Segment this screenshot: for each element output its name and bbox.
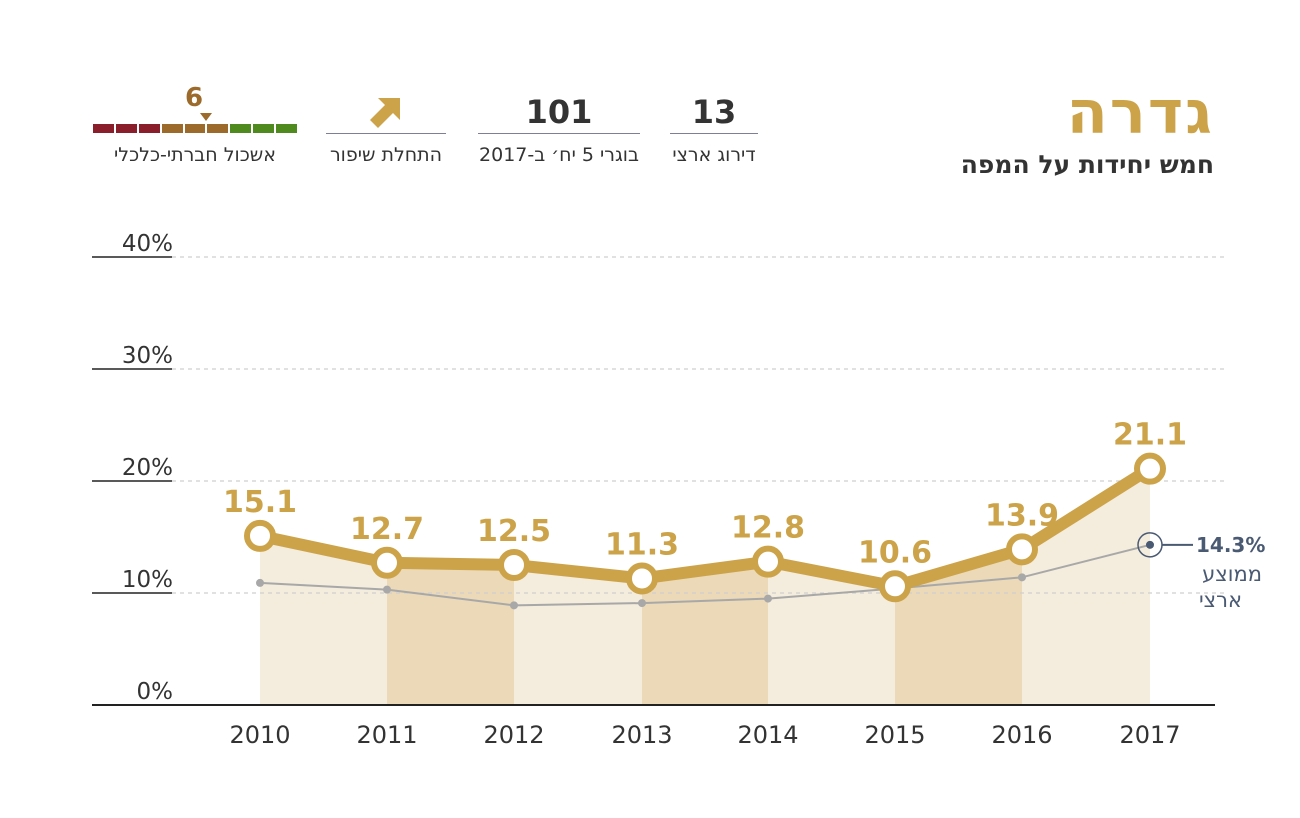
national-average-end-point bbox=[1146, 540, 1154, 549]
main-series-point bbox=[1006, 533, 1038, 566]
stat-rank-value: 13 bbox=[691, 93, 737, 131]
cluster-scale bbox=[93, 124, 298, 133]
stat-graduates-value: 101 bbox=[525, 93, 593, 131]
cluster-scale-block bbox=[115, 124, 137, 133]
national-average-point bbox=[383, 585, 391, 594]
x-tick-label: 2012 bbox=[483, 721, 544, 749]
main-series-label: 21.1 bbox=[1113, 418, 1187, 453]
main-series-label: 12.7 bbox=[350, 512, 424, 547]
main-series-label: 15.1 bbox=[223, 485, 297, 520]
main-series-point bbox=[752, 545, 784, 578]
stat-trend-label: התחלת שיפור bbox=[329, 144, 443, 166]
cluster-scale-block bbox=[207, 124, 229, 133]
x-tick-label: 2017 bbox=[1119, 721, 1180, 749]
main-series-label: 12.5 bbox=[477, 514, 551, 549]
main-series-point bbox=[371, 546, 403, 579]
stat-graduates: 101 בוגרי 5 יח׳ ב-2017 bbox=[478, 92, 640, 166]
cluster-scale-block bbox=[253, 124, 275, 133]
y-tick-label: 0% bbox=[137, 679, 174, 705]
main-series-line bbox=[254, 462, 1156, 593]
x-tick-label: 2010 bbox=[229, 721, 290, 749]
y-tick-label: 20% bbox=[122, 455, 173, 481]
main-series-point bbox=[626, 562, 658, 595]
y-tick-label: 30% bbox=[122, 343, 173, 369]
area-band bbox=[387, 562, 514, 705]
area-band bbox=[768, 561, 895, 705]
area-band bbox=[260, 535, 387, 705]
stat-cluster-value: 6 bbox=[184, 83, 204, 113]
y-tick-label: 40% bbox=[122, 231, 173, 257]
cluster-scale-block bbox=[276, 124, 298, 133]
page-subtitle: חמש יחידות על המפה bbox=[960, 150, 1214, 179]
x-tick-label: 2013 bbox=[611, 721, 672, 749]
national-average-name-line1: ממוצע bbox=[1202, 562, 1262, 586]
x-tick-label: 2015 bbox=[864, 721, 925, 749]
main-series-point bbox=[498, 549, 530, 581]
cluster-scale-block bbox=[93, 124, 114, 133]
cluster-scale-block bbox=[184, 124, 206, 133]
stat-graduates-underline bbox=[478, 133, 640, 134]
stat-graduates-label: בוגרי 5 יח׳ ב-2017 bbox=[479, 144, 639, 166]
arrow-up-right-icon bbox=[370, 98, 400, 128]
cluster-pointer-icon bbox=[200, 113, 212, 121]
stat-rank: 13 דירוג ארצי bbox=[670, 92, 758, 166]
national-average-line bbox=[259, 543, 1151, 607]
page-title: גדרה bbox=[1066, 78, 1214, 148]
cluster-scale-block bbox=[138, 124, 160, 133]
stat-rank-label: דירוג ארצי bbox=[672, 144, 756, 166]
main-series-point bbox=[1134, 452, 1166, 485]
x-tick-label: 2014 bbox=[737, 721, 798, 749]
main-series-label: 10.6 bbox=[858, 535, 932, 570]
x-tick-label: 2011 bbox=[356, 721, 417, 749]
area-band bbox=[895, 549, 1022, 705]
main-series-label: 11.3 bbox=[605, 527, 679, 562]
x-tick-label: 2016 bbox=[991, 721, 1052, 749]
national-average-value-label: 14.3% bbox=[1196, 533, 1265, 557]
national-average-point bbox=[256, 578, 264, 587]
stat-trend-underline bbox=[326, 133, 446, 134]
area-band bbox=[642, 561, 768, 705]
stat-rank-underline bbox=[670, 133, 758, 134]
main-series-label: 13.9 bbox=[985, 498, 1059, 533]
cluster-scale-block bbox=[161, 124, 183, 133]
stat-cluster-label: אשכול חברתי-כלכלי bbox=[114, 144, 276, 166]
national-average-name-line2: ארצי bbox=[1199, 588, 1242, 612]
national-average-point bbox=[510, 601, 518, 610]
y-tick-label: 10% bbox=[122, 567, 173, 593]
area-band bbox=[1022, 468, 1150, 705]
main-series-label: 12.8 bbox=[731, 511, 805, 546]
stat-trend: התחלת שיפור bbox=[326, 92, 446, 166]
national-average-point bbox=[638, 599, 646, 608]
main-series-point bbox=[879, 570, 911, 603]
main-series-point bbox=[244, 519, 276, 552]
national-average-point bbox=[764, 594, 772, 603]
national-average-point bbox=[1018, 573, 1026, 582]
area-band bbox=[514, 565, 642, 705]
cluster-scale-block bbox=[230, 124, 252, 133]
